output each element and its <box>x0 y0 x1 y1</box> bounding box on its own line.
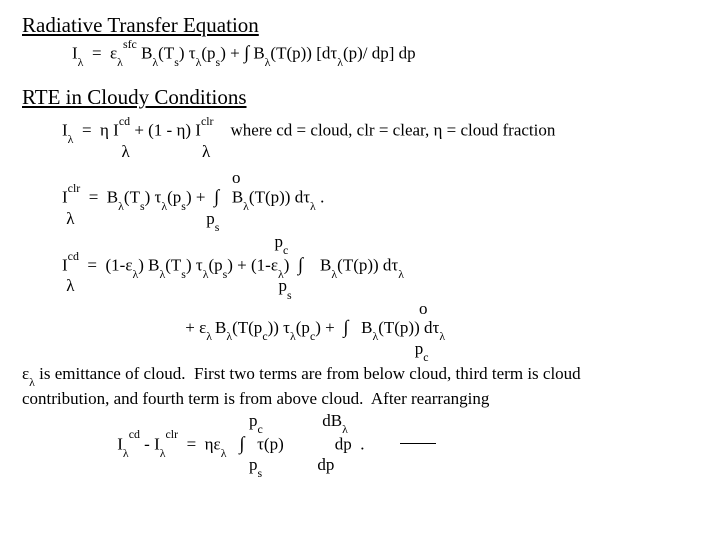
eq-clear: o Iclr = Bλ(Ts) τλ(ps) + ∫ Bλ(T(p)) dτλ … <box>22 169 698 231</box>
eq-cloud: pc Icd = (1-ελ) Bλ(Ts) τλ(ps) + (1-ελ) ∫… <box>22 233 698 298</box>
heading-cloudy: RTE in Cloudy Conditions <box>22 84 698 111</box>
page-root: Radiative Transfer Equation Iλ = ελsfc B… <box>0 0 720 489</box>
eq-fraction: Iλ = η Icd + (1 - η) Iclr where cd = clo… <box>22 119 698 160</box>
eq-rearranged: pc dBλ Iλcd - Iλclr = ηελ ∫ τ(p) dp . ps… <box>22 412 698 477</box>
heading-rte: Radiative Transfer Equation <box>22 12 698 39</box>
fraction-bar <box>400 443 436 444</box>
eq-rte: Iλ = ελsfc Bλ(Ts) τλ(ps) + ∫ Bλ(T(p)) [d… <box>22 41 698 68</box>
para-explain: ελ is emittance of cloud. First two term… <box>22 363 698 410</box>
eq-cloud-extra: o + ελ Bλ(T(pc)) τλ(pc) + ∫ Bλ(T(p)) dτλ… <box>22 300 698 361</box>
